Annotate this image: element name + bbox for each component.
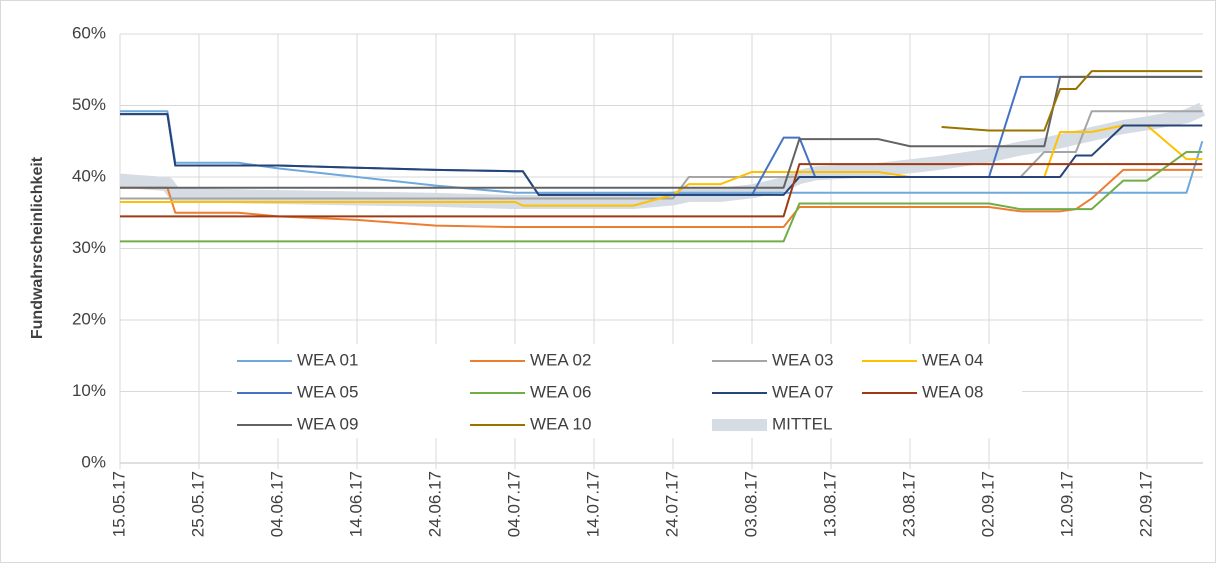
x-tick-label: 14.07.17 bbox=[583, 471, 602, 537]
legend-label: WEA 07 bbox=[772, 382, 833, 401]
legend-label: WEA 02 bbox=[530, 350, 591, 369]
y-tick-label: 40% bbox=[72, 166, 106, 185]
series-line bbox=[120, 113, 1203, 196]
legend-label: WEA 01 bbox=[297, 350, 358, 369]
x-tick-label: 04.07.17 bbox=[504, 471, 523, 537]
series-line bbox=[120, 163, 1203, 218]
x-tick-label: 03.08.17 bbox=[741, 471, 760, 537]
legend-label: WEA 06 bbox=[530, 382, 591, 401]
x-tick-label: 25.05.17 bbox=[188, 471, 207, 537]
x-tick-label: 24.06.17 bbox=[425, 471, 444, 537]
legend-label: WEA 08 bbox=[922, 382, 983, 401]
series-line bbox=[120, 150, 1203, 243]
x-tick-label: 04.06.17 bbox=[267, 471, 286, 537]
y-tick-label: 20% bbox=[72, 309, 106, 328]
x-tick-label: 14.06.17 bbox=[346, 471, 365, 537]
legend-label: WEA 05 bbox=[297, 382, 358, 401]
series-line bbox=[120, 110, 1204, 194]
y-tick-label: 0% bbox=[81, 452, 106, 471]
x-tick-label: 12.09.17 bbox=[1057, 471, 1076, 537]
x-tick-label: 15.05.17 bbox=[109, 471, 128, 537]
legend-bg bbox=[232, 344, 1022, 438]
x-tick-label: 13.08.17 bbox=[820, 471, 839, 537]
y-axis-title: Fundwahrscheinlichkeit bbox=[29, 156, 46, 339]
series-line bbox=[941, 70, 1203, 132]
y-tick-label: 60% bbox=[72, 23, 106, 42]
x-tick-label: 22.09.17 bbox=[1136, 471, 1155, 537]
legend-label: WEA 03 bbox=[772, 350, 833, 369]
legend-label: WEA 04 bbox=[922, 350, 983, 369]
series-line bbox=[120, 124, 1203, 207]
legend-label: WEA 09 bbox=[297, 414, 358, 433]
y-tick-label: 10% bbox=[72, 381, 106, 400]
y-tick-label: 50% bbox=[72, 95, 106, 114]
series-line bbox=[120, 110, 1203, 200]
legend-label: MITTEL bbox=[772, 414, 832, 433]
y-tick-label: 30% bbox=[72, 238, 106, 257]
x-tick-label: 02.09.17 bbox=[978, 471, 997, 537]
series-line bbox=[120, 75, 1203, 189]
x-tick-label: 24.07.17 bbox=[662, 471, 681, 537]
x-tick-label: 23.08.17 bbox=[899, 471, 918, 537]
legend-label: WEA 10 bbox=[530, 414, 591, 433]
